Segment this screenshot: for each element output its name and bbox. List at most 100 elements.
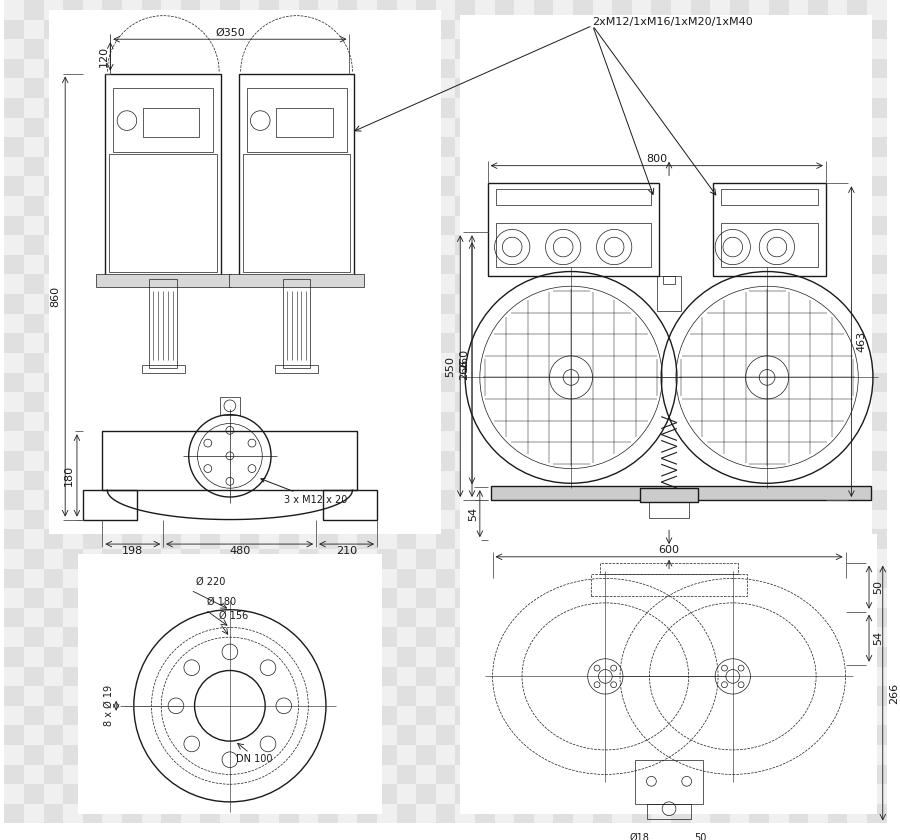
Bar bbox=[730, 216, 750, 235]
Bar bbox=[808, 294, 828, 313]
Bar bbox=[239, 588, 259, 608]
Bar bbox=[455, 686, 475, 706]
Bar bbox=[299, 353, 318, 372]
Bar bbox=[690, 137, 710, 157]
Bar bbox=[475, 176, 495, 196]
Bar bbox=[750, 372, 769, 392]
Bar bbox=[730, 491, 750, 510]
Bar bbox=[103, 19, 122, 39]
Bar bbox=[488, 183, 659, 276]
Bar bbox=[161, 59, 181, 78]
Bar bbox=[455, 627, 475, 647]
Bar bbox=[808, 98, 828, 118]
Bar bbox=[201, 431, 220, 451]
Bar bbox=[750, 627, 769, 647]
Bar bbox=[279, 98, 299, 118]
Bar bbox=[612, 176, 632, 196]
Bar bbox=[279, 608, 299, 627]
Bar bbox=[592, 706, 612, 726]
Bar bbox=[690, 706, 710, 726]
Bar bbox=[24, 412, 43, 431]
Bar bbox=[436, 137, 455, 157]
Bar bbox=[318, 451, 338, 470]
Bar bbox=[514, 785, 534, 804]
Bar bbox=[455, 804, 475, 823]
Bar bbox=[788, 137, 808, 157]
Bar bbox=[4, 98, 24, 118]
Bar bbox=[259, 353, 279, 372]
Bar bbox=[534, 353, 554, 372]
Bar bbox=[769, 451, 788, 470]
Bar bbox=[554, 19, 573, 39]
Bar bbox=[299, 549, 318, 569]
Bar bbox=[181, 412, 201, 431]
Bar bbox=[632, 118, 652, 137]
Bar bbox=[161, 726, 181, 745]
Bar bbox=[436, 647, 455, 667]
Bar bbox=[612, 764, 632, 785]
Bar bbox=[299, 451, 318, 470]
Bar bbox=[377, 78, 397, 98]
Bar bbox=[24, 706, 43, 726]
Bar bbox=[612, 118, 632, 137]
Bar bbox=[534, 235, 554, 255]
Bar bbox=[122, 745, 141, 764]
Bar bbox=[377, 275, 397, 294]
Bar bbox=[828, 333, 848, 353]
Bar bbox=[122, 59, 141, 78]
Bar bbox=[534, 491, 554, 510]
Bar bbox=[220, 785, 239, 804]
Bar bbox=[279, 706, 299, 726]
Bar bbox=[338, 470, 357, 491]
Bar bbox=[43, 686, 63, 706]
Bar bbox=[279, 372, 299, 392]
Bar bbox=[848, 176, 867, 196]
Bar bbox=[397, 745, 416, 764]
Bar bbox=[103, 764, 122, 785]
Bar bbox=[612, 745, 632, 764]
Bar bbox=[455, 353, 475, 372]
Bar bbox=[338, 431, 357, 451]
Bar bbox=[43, 39, 63, 59]
Bar bbox=[279, 804, 299, 823]
Bar bbox=[867, 216, 886, 235]
Bar bbox=[808, 275, 828, 294]
Bar bbox=[397, 216, 416, 235]
Bar bbox=[848, 608, 867, 627]
Bar bbox=[573, 667, 592, 686]
Bar bbox=[357, 608, 377, 627]
Bar bbox=[828, 78, 848, 98]
Bar bbox=[259, 118, 279, 137]
Bar bbox=[671, 726, 690, 745]
Bar bbox=[828, 196, 848, 216]
Bar bbox=[279, 549, 299, 569]
Bar bbox=[338, 412, 357, 431]
Bar bbox=[808, 706, 828, 726]
Bar bbox=[377, 667, 397, 686]
Bar bbox=[299, 137, 318, 157]
Bar bbox=[141, 59, 161, 78]
Bar bbox=[534, 137, 554, 157]
Bar bbox=[612, 627, 632, 647]
Bar bbox=[436, 333, 455, 353]
Bar bbox=[534, 333, 554, 353]
Bar bbox=[4, 353, 24, 372]
Bar bbox=[259, 431, 279, 451]
Bar bbox=[43, 785, 63, 804]
Bar bbox=[43, 333, 63, 353]
Bar bbox=[416, 412, 436, 431]
Bar bbox=[475, 275, 495, 294]
Bar bbox=[788, 275, 808, 294]
Bar bbox=[63, 59, 83, 78]
Bar bbox=[573, 372, 592, 392]
Bar bbox=[338, 313, 357, 333]
Bar bbox=[397, 137, 416, 157]
Bar bbox=[554, 78, 573, 98]
Bar bbox=[357, 431, 377, 451]
Bar bbox=[299, 235, 318, 255]
Bar bbox=[867, 608, 886, 627]
Bar bbox=[377, 313, 397, 333]
Bar bbox=[43, 372, 63, 392]
Bar bbox=[592, 157, 612, 176]
Bar bbox=[416, 19, 436, 39]
